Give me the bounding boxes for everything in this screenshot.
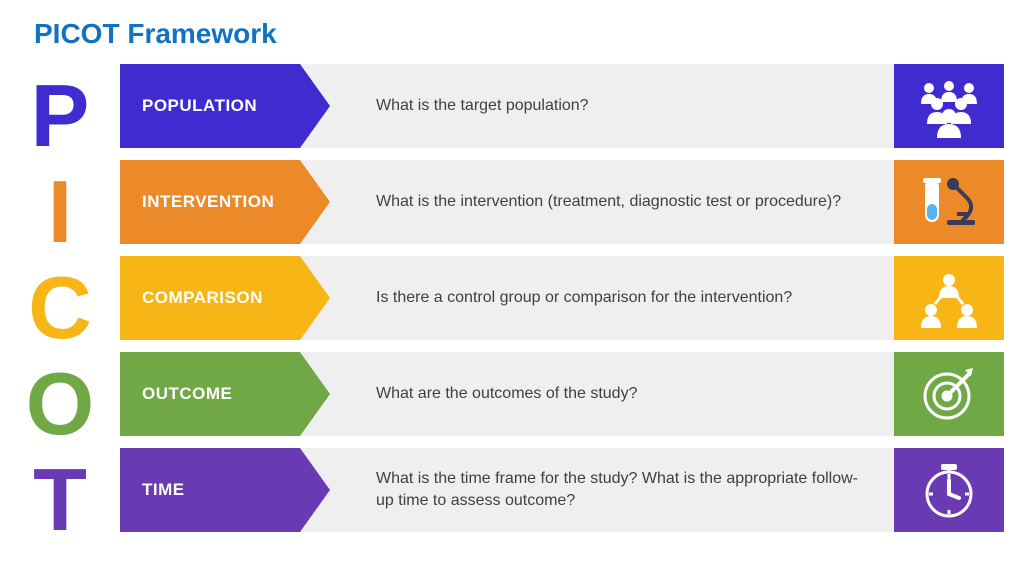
letter-t: T (33, 452, 87, 548)
label-population: POPULATION (120, 96, 257, 116)
acronym-column: P I C O T (0, 64, 120, 552)
target-icon (917, 362, 981, 426)
icon-box-time (894, 448, 1004, 532)
label-outcome: OUTCOME (120, 384, 232, 404)
page-title: PICOT Framework (0, 0, 1024, 50)
desc-outcome: What are the outcomes of the study? (330, 352, 894, 436)
row-outcome: OUTCOME What are the outcomes of the stu… (120, 352, 1004, 436)
compare-icon (917, 266, 981, 330)
desc-intervention: What is the intervention (treatment, dia… (330, 160, 894, 244)
arrow-label-population: POPULATION (120, 64, 330, 148)
letter-i: I (48, 164, 72, 260)
letter-p: P (31, 68, 90, 164)
desc-time: What is the time frame for the study? Wh… (330, 448, 894, 532)
label-comparison: COMPARISON (120, 288, 263, 308)
people-icon (917, 74, 981, 138)
arrow-label-comparison: COMPARISON (120, 256, 330, 340)
row-population: POPULATION What is the target population… (120, 64, 1004, 148)
desc-population: What is the target population? (330, 64, 894, 148)
label-intervention: INTERVENTION (120, 192, 274, 212)
label-time: TIME (120, 480, 185, 500)
letter-o: O (26, 356, 94, 452)
letter-c: C (28, 260, 92, 356)
icon-box-intervention (894, 160, 1004, 244)
arrow-label-intervention: INTERVENTION (120, 160, 330, 244)
row-intervention: INTERVENTION What is the intervention (t… (120, 160, 1004, 244)
lab-icon (917, 170, 981, 234)
rows-column: POPULATION What is the target population… (120, 64, 1024, 552)
icon-box-outcome (894, 352, 1004, 436)
desc-comparison: Is there a control group or comparison f… (330, 256, 894, 340)
arrow-label-outcome: OUTCOME (120, 352, 330, 436)
row-time: TIME What is the time frame for the stud… (120, 448, 1004, 532)
row-comparison: COMPARISON Is there a control group or c… (120, 256, 1004, 340)
picot-content: P I C O T POPULATION What is the target … (0, 64, 1024, 552)
icon-box-comparison (894, 256, 1004, 340)
icon-box-population (894, 64, 1004, 148)
clock-icon (917, 458, 981, 522)
arrow-label-time: TIME (120, 448, 330, 532)
